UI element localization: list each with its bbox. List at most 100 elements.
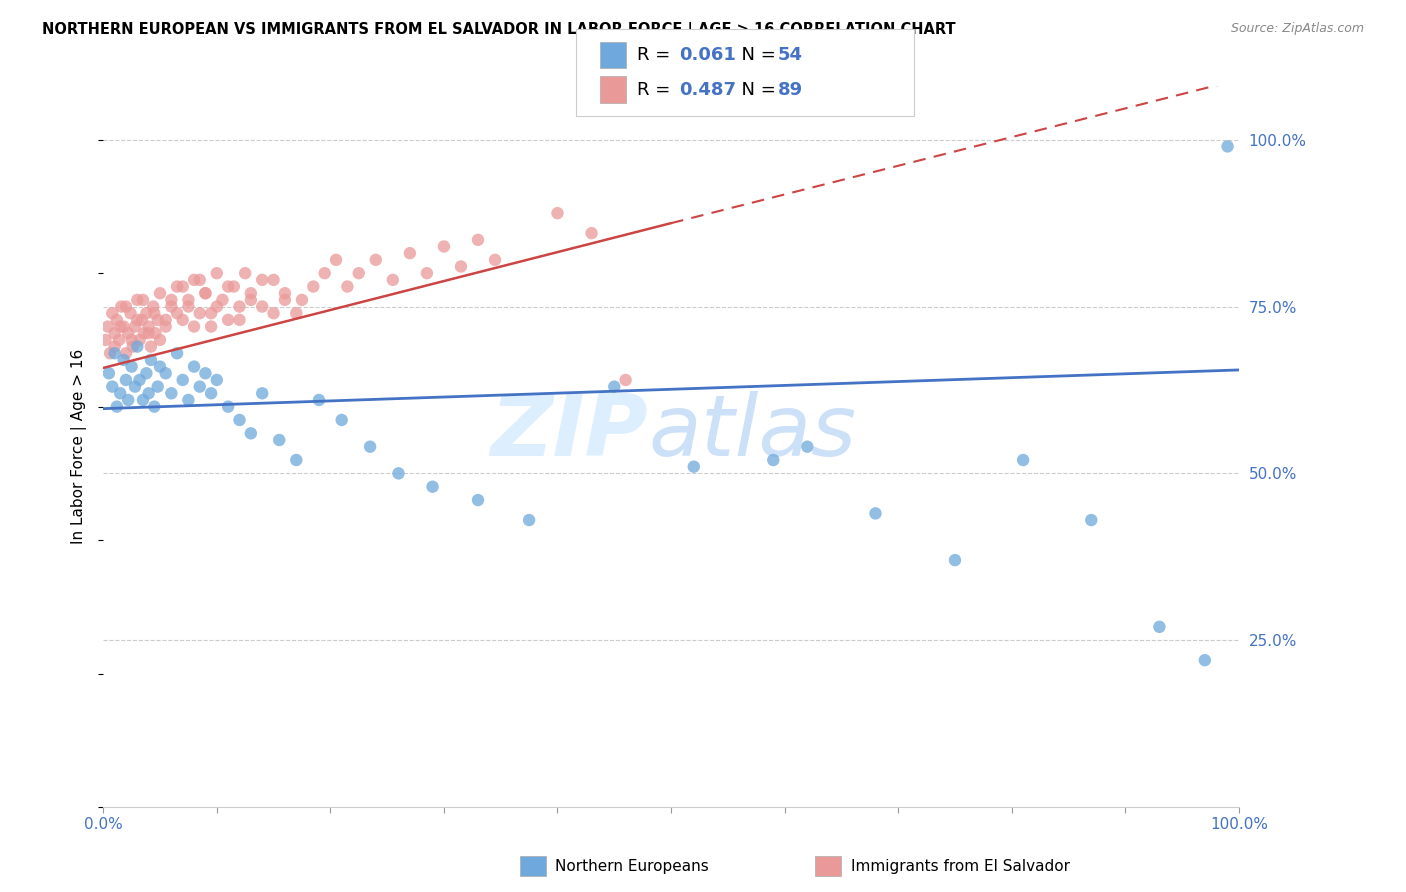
Point (399, 246, 422, 260)
Point (98, 346, 121, 360)
Point (250, 273, 273, 287)
Point (117, 392, 139, 407)
Point (131, 313, 153, 327)
Point (467, 493, 489, 508)
Point (239, 286, 262, 301)
Point (172, 373, 194, 387)
Point (217, 313, 239, 327)
Point (381, 273, 404, 287)
Point (105, 400, 128, 414)
Point (127, 340, 149, 354)
Point (183, 319, 205, 334)
Point (682, 459, 704, 474)
Point (120, 306, 142, 320)
Point (115, 346, 138, 360)
Point (314, 266, 336, 280)
Text: 0.487: 0.487 (679, 80, 737, 98)
Point (132, 293, 155, 307)
Text: 0.061: 0.061 (679, 46, 735, 64)
Point (188, 306, 211, 320)
Point (211, 293, 233, 307)
Point (416, 266, 439, 280)
Point (177, 392, 200, 407)
Point (228, 300, 250, 314)
Point (146, 313, 169, 327)
Point (149, 333, 172, 347)
Point (127, 313, 149, 327)
Point (101, 306, 124, 320)
Point (1194, 653, 1216, 667)
Point (194, 286, 217, 301)
Point (581, 226, 603, 240)
Y-axis label: In Labor Force | Age > 16: In Labor Force | Age > 16 (72, 349, 87, 544)
Point (135, 306, 157, 320)
Point (146, 379, 169, 393)
Point (139, 353, 162, 368)
Point (336, 279, 359, 293)
Point (228, 313, 250, 327)
Point (135, 366, 157, 380)
Text: Source: ZipAtlas.com: Source: ZipAtlas.com (1230, 22, 1364, 36)
Point (172, 279, 194, 293)
Point (217, 400, 239, 414)
Point (188, 379, 211, 393)
Point (274, 286, 297, 301)
Point (101, 379, 124, 393)
Point (143, 400, 166, 414)
Text: atlas: atlas (648, 391, 856, 474)
Point (124, 319, 146, 334)
Point (172, 313, 194, 327)
Text: ZIP: ZIP (491, 391, 648, 474)
Point (108, 333, 131, 347)
Point (155, 313, 177, 327)
Point (115, 373, 138, 387)
Point (128, 373, 150, 387)
Point (263, 306, 285, 320)
Point (1216, 139, 1239, 153)
Point (233, 266, 256, 280)
Text: N =: N = (730, 46, 782, 64)
Point (274, 293, 297, 307)
Point (547, 206, 569, 220)
Point (200, 319, 222, 334)
Point (110, 386, 132, 401)
Point (614, 373, 637, 387)
Text: Immigrants from El Salvador: Immigrants from El Salvador (851, 859, 1070, 873)
Point (183, 273, 205, 287)
Text: NORTHERN EUROPEAN VS IMMIGRANTS FROM EL SALVADOR IN LABOR FORCE | AGE > 16 CORRE: NORTHERN EUROPEAN VS IMMIGRANTS FROM EL … (42, 22, 956, 38)
Point (103, 340, 125, 354)
Point (149, 359, 172, 374)
Point (112, 319, 135, 334)
Point (222, 279, 245, 293)
Point (325, 252, 347, 267)
Point (138, 326, 160, 341)
Point (359, 440, 381, 454)
Point (97, 319, 120, 334)
Point (128, 333, 150, 347)
Point (194, 366, 217, 380)
Point (200, 306, 222, 320)
Point (330, 413, 353, 427)
Point (796, 440, 818, 454)
Point (239, 293, 262, 307)
Point (138, 386, 160, 401)
Point (143, 306, 166, 320)
Text: 54: 54 (778, 46, 803, 64)
Point (291, 293, 314, 307)
Point (115, 300, 138, 314)
Text: 89: 89 (778, 80, 803, 98)
Point (205, 300, 228, 314)
Point (103, 346, 125, 360)
Point (97, 366, 120, 380)
Point (132, 326, 155, 341)
Point (105, 313, 128, 327)
Point (110, 319, 132, 334)
Point (387, 467, 409, 481)
Point (166, 279, 188, 293)
Point (155, 319, 177, 334)
Point (121, 340, 143, 354)
Point (127, 293, 149, 307)
Point (250, 386, 273, 401)
Point (138, 319, 160, 334)
Point (112, 353, 135, 368)
